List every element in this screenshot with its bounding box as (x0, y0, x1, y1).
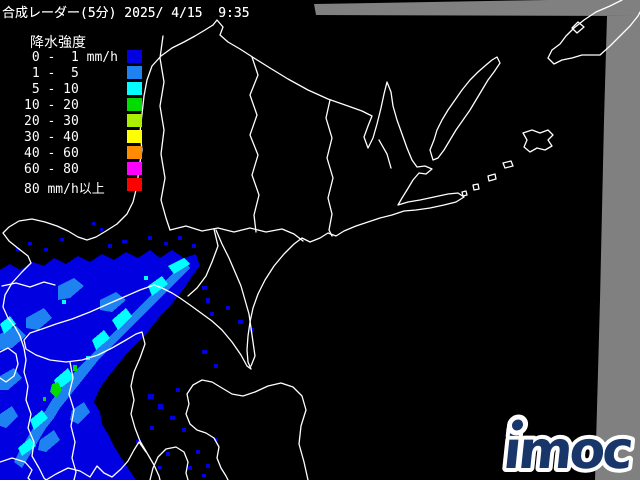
legend-color-swatch (127, 114, 142, 127)
legend-color-swatch (127, 50, 142, 63)
boundary-ishikari-south (169, 225, 304, 242)
precip-level3-patches (0, 258, 190, 456)
no-data-top-band (314, 0, 640, 16)
legend-row-label: 1 - 5 (24, 66, 79, 81)
legend-color-swatch (127, 130, 142, 143)
legend-row-label: 0 - 1 mm/h (24, 50, 118, 65)
legend-row-label: 60 - 80 (24, 162, 79, 177)
etorofu-island (547, 0, 640, 65)
legend-row-8: 80 mm/h以上 (24, 177, 184, 197)
hokkaido-coast-east (23, 19, 465, 480)
legend-row-1: 1 - 5 (24, 65, 184, 81)
legend-color-swatch (127, 178, 142, 191)
precip-level4-specks (43, 365, 77, 401)
legend-rows: 0 - 1 mm/h 1 - 5 5 - 10 10 - 20 20 - 30 30 … (24, 49, 184, 197)
radar-title: 合成レーダー(5分) 2025/ 4/15 9:35 (2, 6, 250, 21)
legend-row-label: 40 - 60 (24, 146, 79, 161)
legend-color-swatch (127, 98, 142, 111)
kunashiri-island (429, 56, 501, 161)
boundary-rumoi (159, 35, 171, 231)
legend-row-label: 5 - 10 (24, 82, 79, 97)
legend-row-label: 80 mm/h以上 (24, 182, 105, 197)
legend-row-2: 5 - 10 (24, 81, 184, 97)
tsugaru-peninsula (149, 446, 189, 480)
habomai-islets (461, 160, 514, 197)
legend-heading: 降水強度 (30, 35, 86, 51)
imoc-logo-i-dot (506, 414, 529, 436)
oshima-coast-bottom (45, 441, 147, 480)
boundary-sapporo (187, 228, 219, 297)
okushiri-island (0, 347, 19, 383)
legend-row-0: 0 - 1 mm/h (24, 49, 184, 65)
imoc-logo-text: imoc (501, 421, 634, 480)
boundary-shakotan (1, 281, 56, 288)
boundary-shari (378, 139, 392, 169)
hokkaido-coast-west (2, 24, 214, 480)
legend-row-7: 60 - 80 (24, 161, 184, 177)
imoc-logo: imoc (497, 414, 638, 480)
legend-row-label: 10 - 20 (24, 98, 79, 113)
no-data-right-band (595, 16, 640, 480)
boundary-okhotsk-tokachi (325, 99, 334, 237)
boundary-kamikawa (249, 56, 260, 233)
shimokita-peninsula (185, 379, 309, 480)
legend-color-swatch (127, 66, 142, 79)
boundary-oshima-hiyama (68, 361, 77, 480)
boundary-hidaka (215, 229, 256, 367)
legend-color-swatch (127, 146, 142, 159)
shikotan-island (522, 129, 554, 153)
legend-row-5: 30 - 40 (24, 129, 184, 145)
legend-color-swatch (127, 82, 142, 95)
aomori-coast (0, 457, 33, 480)
legend-row-label: 20 - 30 (24, 114, 79, 129)
legend-color-swatch (127, 162, 142, 175)
legend-row-3: 10 - 20 (24, 97, 184, 113)
no-data-region (314, 0, 640, 480)
legend-row-4: 20 - 30 (24, 113, 184, 129)
legend-row-6: 40 - 60 (24, 145, 184, 161)
legend-row-label: 30 - 40 (24, 130, 79, 145)
